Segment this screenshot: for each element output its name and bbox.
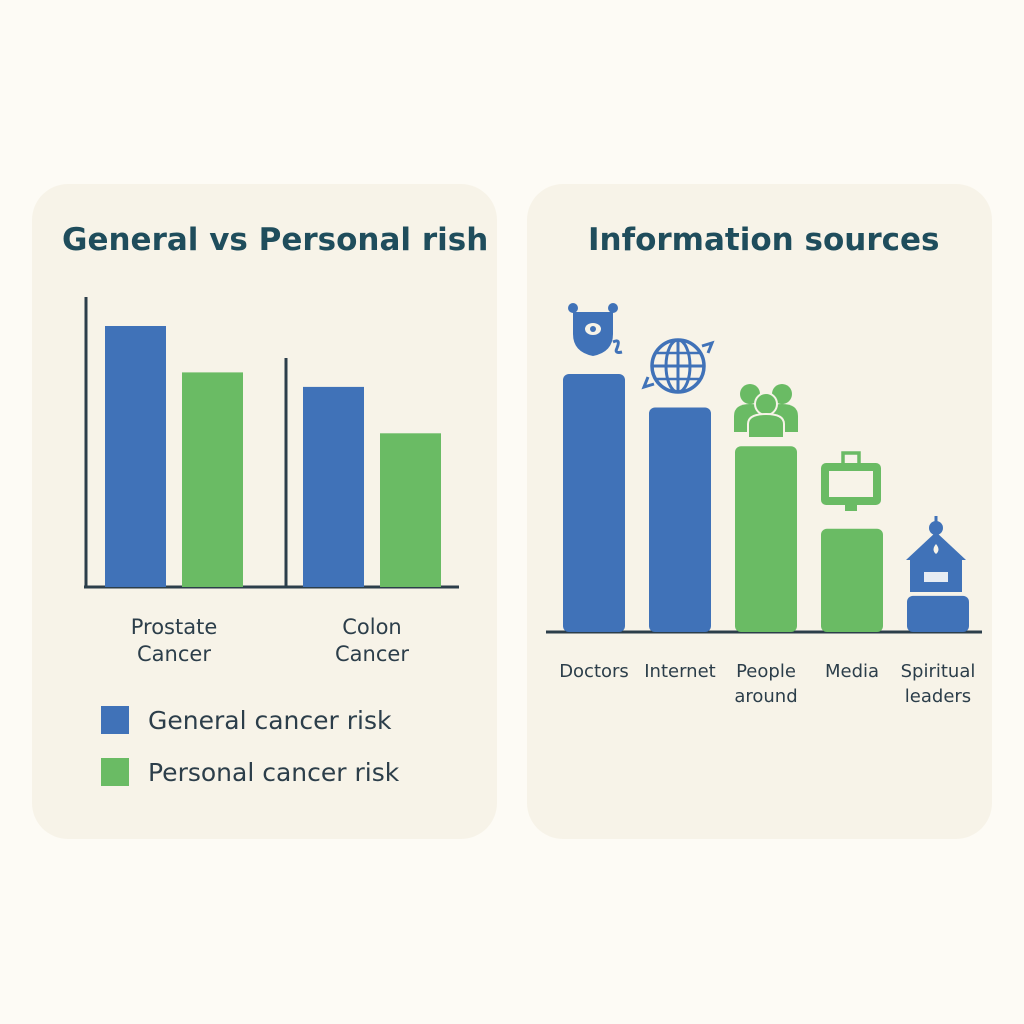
bar-source-2 [735, 446, 797, 632]
source-icons [568, 303, 966, 592]
x-tick-label: Internet [644, 661, 715, 682]
risk-bar-chart: Prostate Cancer Colon Cancer General cancer … [84, 297, 459, 787]
sources-bar-chart: Doctors Internet People around Media Spiritua… [546, 374, 982, 707]
bar-general-1 [303, 386, 364, 587]
x-tick-label: Spiritual leaders [901, 661, 976, 707]
legend-label: Personal cancer risk [148, 758, 400, 787]
legend-swatch [101, 758, 129, 786]
bar-personal-1 [380, 433, 441, 587]
x-tick-label: Colon Cancer [335, 615, 409, 666]
x-tick-label: Doctors [559, 661, 629, 682]
bar-source-0 [563, 374, 625, 632]
bar-source-4 [907, 595, 969, 632]
sources-chart-title: Information sources [588, 222, 940, 258]
stethoscope-icon [568, 303, 623, 356]
tv-icon [821, 451, 881, 511]
x-tick-label: Prostate Cancer [131, 615, 218, 666]
bar-general-0 [105, 326, 166, 587]
people-icon [734, 384, 798, 439]
legend-label: General cancer risk [148, 706, 392, 735]
temple-icon [906, 516, 966, 592]
bar-personal-0 [182, 372, 243, 587]
globe-icon [641, 338, 715, 394]
bar-source-3 [821, 528, 883, 632]
risk-chart-title: General vs Personal rish [62, 222, 489, 258]
x-tick-label: Media [825, 661, 879, 682]
bar-source-1 [649, 407, 711, 632]
legend-swatch [101, 706, 129, 734]
x-tick-label: People around [734, 661, 797, 707]
